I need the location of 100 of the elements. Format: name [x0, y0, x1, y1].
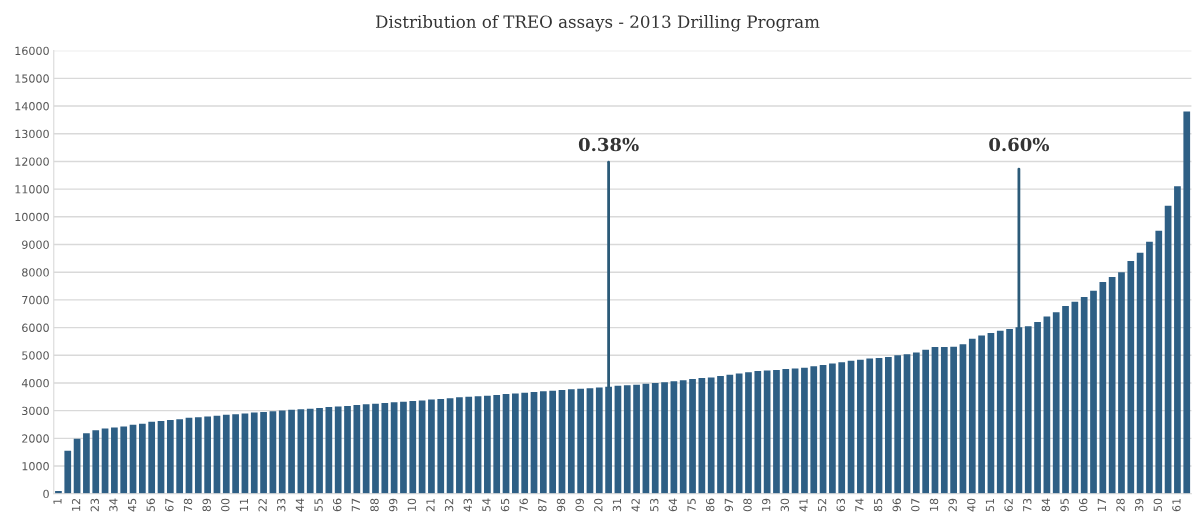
x-tick-label: 32	[444, 499, 454, 512]
x-tick-label: 87	[538, 498, 547, 512]
bar	[222, 414, 230, 494]
bar	[381, 402, 389, 494]
bar	[260, 412, 267, 494]
bar	[437, 399, 445, 494]
x-tick-label: 99	[388, 498, 398, 512]
bar	[111, 427, 118, 494]
bar	[735, 373, 743, 494]
y-tick-label: 6000	[22, 323, 49, 332]
bar	[1183, 111, 1191, 494]
bar	[1052, 312, 1060, 494]
x-tick-label: 22	[258, 499, 267, 512]
x-tick-label: 50	[1153, 498, 1162, 512]
x-tick-label: 30	[780, 498, 790, 512]
x-tick-label: 88	[370, 498, 379, 512]
x-tick-label: 55	[314, 498, 323, 512]
bar	[1118, 272, 1125, 494]
bar	[353, 405, 361, 494]
bar	[1034, 322, 1041, 494]
x-tick-label: 42	[631, 499, 640, 512]
y-tick-label: 13000	[15, 129, 49, 139]
bar	[1080, 297, 1088, 494]
x-tick-label: 11	[239, 498, 248, 511]
x-tick-label: 75	[687, 498, 696, 512]
x-tick-label: 76	[519, 498, 528, 512]
bar	[1071, 301, 1079, 494]
bar	[204, 416, 211, 494]
x-tick-label: 43	[463, 498, 472, 512]
bar	[857, 359, 864, 494]
bar	[633, 384, 640, 494]
bar	[679, 380, 687, 494]
bar	[1099, 281, 1107, 494]
bar	[885, 356, 892, 494]
bar	[521, 392, 529, 494]
bar	[465, 396, 473, 494]
y-tick-label: 12000	[15, 157, 49, 166]
x-tick-label: 07	[911, 498, 920, 512]
x-tick-label: 63	[836, 498, 845, 512]
bar	[428, 399, 435, 494]
bar	[344, 405, 351, 494]
x-tick-label: 85	[873, 498, 883, 512]
bar	[166, 420, 174, 494]
bar	[549, 390, 557, 494]
x-tick-label: 89	[202, 498, 211, 512]
x-tick-label: 08	[743, 498, 752, 512]
x-tick-label: 95	[1060, 498, 1069, 512]
y-tick-label: 11000	[15, 185, 49, 194]
y-tick-label: 8000	[22, 268, 49, 277]
x-tick-label: 98	[556, 498, 566, 512]
bar	[1108, 276, 1116, 494]
x-tick-label: 1	[53, 498, 62, 504]
bar	[400, 401, 407, 494]
x-tick-label: 64	[668, 498, 678, 512]
x-tick-label: 31	[612, 498, 622, 512]
y-tick-label: 15000	[15, 74, 49, 83]
y-tick-label: 0	[43, 489, 49, 499]
x-tick-label: 53	[650, 498, 659, 512]
bar	[577, 388, 584, 494]
x-tick-label: 34	[109, 498, 118, 512]
y-tick-label: 9000	[22, 240, 49, 249]
bar	[83, 433, 90, 494]
bar	[707, 377, 715, 494]
bar	[456, 397, 463, 494]
x-tick-label: 39	[1134, 498, 1144, 512]
bar	[493, 394, 501, 494]
bar	[92, 430, 100, 494]
bar	[661, 382, 668, 494]
x-tick-label: 41	[799, 498, 808, 512]
x-tick-label: 44	[295, 498, 304, 512]
bar	[484, 395, 491, 494]
x-tick-label: 09	[575, 498, 584, 512]
bar	[605, 386, 612, 494]
x-tick-label: 45	[128, 498, 137, 512]
annotation: 0.38%	[578, 137, 639, 152]
bar	[334, 406, 342, 494]
bar	[912, 352, 920, 494]
x-tick-label: 97	[724, 498, 734, 512]
bar	[1127, 261, 1135, 494]
x-tick-label: 54	[482, 498, 491, 512]
x-tick-label: 20	[594, 498, 603, 512]
bar	[539, 391, 547, 494]
x-tick-label: 40	[967, 498, 976, 512]
x-tick-label: 19	[761, 498, 771, 511]
y-tick-label: 16000	[15, 46, 49, 56]
bar	[1174, 186, 1181, 494]
bar	[745, 372, 752, 494]
bar	[1024, 326, 1032, 494]
x-tick-label: 52	[817, 499, 827, 512]
x-tick-label: 00	[221, 498, 230, 512]
x-tick-label: 65	[500, 498, 510, 512]
bar	[148, 421, 156, 494]
bar	[894, 355, 902, 494]
y-tick-label: 5000	[22, 351, 49, 360]
bar	[250, 412, 258, 494]
y-tick-label: 14000	[15, 102, 49, 111]
x-tick-label: 33	[277, 498, 286, 512]
bar	[64, 450, 72, 494]
bar	[232, 414, 239, 494]
bar	[362, 404, 370, 494]
